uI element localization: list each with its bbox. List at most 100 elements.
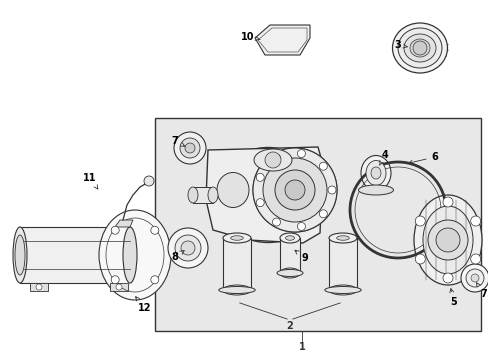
Circle shape — [297, 149, 305, 158]
Bar — [110, 283, 128, 291]
Circle shape — [470, 216, 480, 226]
Bar — [193, 187, 213, 203]
Ellipse shape — [285, 236, 294, 240]
Circle shape — [150, 276, 159, 284]
Text: 6: 6 — [408, 152, 437, 164]
Ellipse shape — [370, 167, 380, 179]
Circle shape — [263, 158, 326, 222]
Circle shape — [285, 180, 305, 200]
Circle shape — [319, 210, 326, 218]
Circle shape — [274, 170, 314, 210]
Ellipse shape — [207, 162, 258, 217]
Circle shape — [116, 284, 122, 290]
Circle shape — [263, 158, 326, 222]
Bar — [280, 238, 299, 273]
Ellipse shape — [392, 23, 447, 73]
Circle shape — [180, 138, 200, 158]
Circle shape — [252, 148, 336, 232]
Circle shape — [460, 264, 488, 292]
Circle shape — [272, 154, 280, 162]
Ellipse shape — [413, 195, 481, 285]
Ellipse shape — [217, 172, 248, 207]
Circle shape — [175, 235, 201, 261]
Ellipse shape — [13, 227, 27, 283]
Circle shape — [297, 222, 305, 230]
Circle shape — [272, 218, 280, 226]
Ellipse shape — [15, 235, 25, 275]
Text: 12: 12 — [135, 297, 151, 313]
Polygon shape — [254, 25, 309, 55]
Circle shape — [256, 199, 264, 207]
Circle shape — [414, 216, 425, 226]
Ellipse shape — [280, 268, 299, 278]
Bar — [155, 118, 480, 331]
Text: 7: 7 — [475, 283, 487, 299]
Circle shape — [256, 174, 264, 181]
Text: 5: 5 — [449, 289, 456, 307]
Circle shape — [272, 218, 280, 226]
Circle shape — [327, 186, 335, 194]
Ellipse shape — [360, 156, 390, 190]
Bar — [223, 238, 250, 290]
Circle shape — [150, 226, 159, 234]
Ellipse shape — [397, 28, 441, 68]
Ellipse shape — [187, 187, 198, 203]
Circle shape — [274, 170, 314, 210]
Ellipse shape — [280, 233, 299, 243]
Text: 10: 10 — [241, 32, 260, 42]
Ellipse shape — [223, 285, 250, 295]
Ellipse shape — [358, 185, 393, 195]
Circle shape — [252, 148, 336, 232]
Ellipse shape — [403, 34, 435, 62]
Text: 8: 8 — [171, 251, 184, 262]
Text: 3: 3 — [394, 40, 407, 50]
Circle shape — [184, 143, 195, 153]
Circle shape — [272, 154, 280, 162]
Circle shape — [256, 174, 264, 181]
Circle shape — [435, 228, 459, 252]
Circle shape — [174, 132, 205, 164]
Circle shape — [297, 149, 305, 158]
Text: 4: 4 — [379, 150, 387, 165]
Ellipse shape — [328, 233, 356, 243]
Circle shape — [143, 176, 154, 186]
Ellipse shape — [253, 149, 291, 171]
Circle shape — [319, 210, 326, 218]
Circle shape — [442, 273, 452, 283]
Ellipse shape — [324, 287, 361, 293]
Text: 11: 11 — [83, 173, 98, 189]
Text: 2: 2 — [286, 321, 293, 331]
Circle shape — [465, 269, 483, 287]
Circle shape — [256, 199, 264, 207]
Circle shape — [470, 274, 478, 282]
Text: 9: 9 — [294, 250, 308, 263]
Ellipse shape — [99, 210, 171, 300]
Circle shape — [412, 41, 426, 55]
Circle shape — [111, 226, 119, 234]
Circle shape — [319, 162, 326, 170]
Ellipse shape — [207, 187, 218, 203]
Bar — [20, 227, 130, 283]
Circle shape — [327, 186, 335, 194]
Circle shape — [36, 284, 42, 290]
Ellipse shape — [276, 270, 303, 276]
Ellipse shape — [336, 236, 348, 240]
Ellipse shape — [365, 161, 385, 185]
Circle shape — [470, 254, 480, 264]
Polygon shape — [205, 147, 323, 243]
Circle shape — [264, 152, 281, 168]
Bar — [328, 238, 356, 290]
Ellipse shape — [409, 39, 429, 57]
Ellipse shape — [328, 285, 356, 295]
Circle shape — [427, 220, 467, 260]
Circle shape — [285, 180, 305, 200]
Ellipse shape — [218, 287, 255, 293]
Ellipse shape — [223, 233, 250, 243]
Text: 1: 1 — [298, 342, 305, 352]
Circle shape — [414, 254, 425, 264]
Bar — [30, 283, 48, 291]
Circle shape — [442, 197, 452, 207]
Circle shape — [181, 241, 195, 255]
Ellipse shape — [422, 206, 472, 274]
Ellipse shape — [123, 227, 137, 283]
